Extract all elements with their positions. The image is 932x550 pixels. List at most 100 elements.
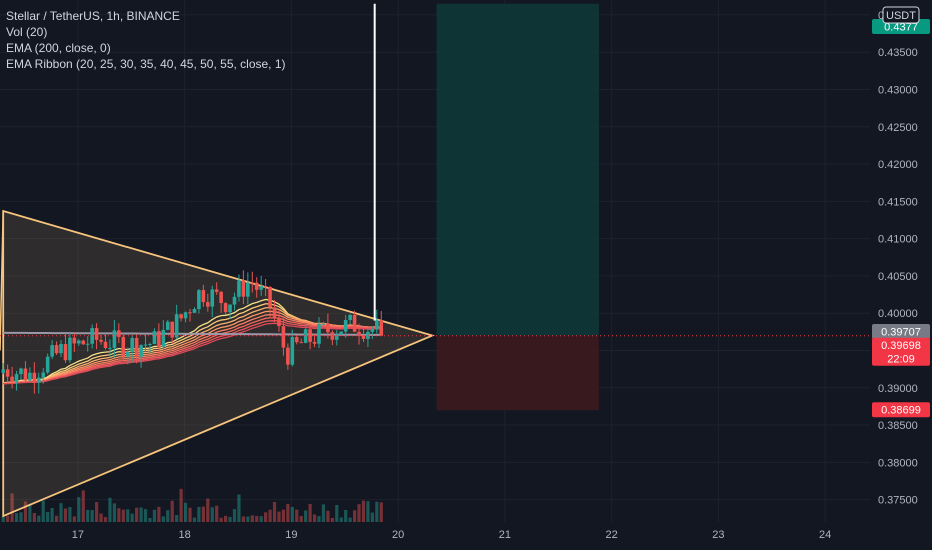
- price-tick-label: 0.37500: [878, 495, 918, 507]
- candle-body: [152, 331, 157, 344]
- candle-body: [312, 341, 317, 344]
- triangle-shape: [2, 209, 436, 518]
- volume-bar: [339, 517, 343, 522]
- volume-bar: [130, 513, 134, 522]
- candle-body: [148, 343, 152, 345]
- legend-volume[interactable]: Vol (20): [6, 25, 48, 39]
- volume-bar: [241, 516, 245, 522]
- volume-bar: [215, 505, 219, 522]
- candle-body: [321, 323, 326, 325]
- candle-body: [1, 369, 6, 373]
- candle-body: [45, 356, 50, 373]
- candle-body: [294, 337, 299, 343]
- target-zone: [436, 3, 599, 336]
- candle-body: [317, 323, 321, 344]
- candle-body: [308, 329, 312, 342]
- price-tick-label: 0.38000: [878, 457, 918, 469]
- triangle-pattern: [0, 209, 436, 518]
- candle-body: [19, 368, 23, 375]
- volume-bar: [259, 516, 263, 522]
- candle-body: [361, 335, 366, 339]
- candle-body: [352, 314, 357, 332]
- candle-body: [54, 345, 59, 354]
- time-tick-label: 20: [392, 529, 404, 541]
- volume-bar: [201, 506, 205, 522]
- candle-body: [286, 347, 290, 365]
- time-tick-label: 19: [285, 529, 297, 541]
- volume-bar: [304, 510, 308, 522]
- volume-bar: [6, 515, 10, 522]
- volume-bar: [183, 502, 188, 522]
- volume-bar: [321, 504, 326, 522]
- price-tick-label: 0.38500: [878, 420, 918, 432]
- volume-bar: [95, 502, 99, 522]
- time-tick-label: 17: [72, 529, 84, 541]
- candle-body: [23, 368, 28, 381]
- volume-bar: [23, 501, 28, 522]
- volume-bar: [348, 517, 352, 522]
- volume-bar: [54, 515, 59, 522]
- stop-price-badge: 0.38699: [881, 405, 921, 417]
- candle-body: [161, 329, 166, 347]
- time-tick-label: 18: [179, 529, 191, 541]
- volume-bar: [77, 497, 81, 522]
- candle-body: [81, 340, 86, 345]
- candle-body: [85, 343, 90, 345]
- candle-body: [379, 320, 384, 336]
- volume-bar: [117, 508, 121, 522]
- volume-bar: [121, 509, 125, 522]
- volume-bar: [19, 512, 23, 522]
- volume-bar: [206, 498, 210, 522]
- candle-body: [299, 342, 304, 344]
- candle-body: [5, 369, 10, 377]
- volume-bar: [108, 497, 112, 522]
- volume-bar: [99, 513, 103, 522]
- candle-body: [228, 304, 232, 313]
- candle-body: [303, 329, 308, 343]
- candle-body: [268, 286, 272, 308]
- triangle-entry-line: [0, 211, 4, 351]
- volume-bar: [228, 516, 232, 522]
- volume-bar: [32, 513, 36, 522]
- volume-bar: [375, 501, 379, 522]
- volume-bar: [157, 506, 161, 522]
- candle-body: [103, 341, 108, 349]
- candle-body: [32, 372, 37, 383]
- legend-ema-ribbon[interactable]: EMA Ribbon (20, 25, 30, 35, 40, 45, 50, …: [6, 57, 286, 71]
- volume-bar: [59, 503, 63, 522]
- volume-bar: [286, 503, 290, 522]
- legend-symbol[interactable]: Stellar / TetherUS, 1h, BINANCE: [6, 9, 180, 23]
- price-tick-label: 0.40000: [878, 308, 918, 320]
- volume-bar: [272, 501, 277, 522]
- candle-body: [139, 345, 143, 357]
- candle-body: [366, 331, 370, 339]
- last-price-badge-time: 22:09: [887, 354, 915, 366]
- volume-bar: [255, 515, 259, 522]
- candle-body: [334, 334, 339, 340]
- volume-bar: [86, 509, 90, 522]
- volume-bar: [170, 500, 174, 522]
- stop-price-badge-bg: [872, 402, 930, 418]
- currency-button[interactable]: USDT: [886, 10, 916, 22]
- volume-bar: [148, 517, 152, 522]
- volume-bar: [68, 507, 72, 522]
- legend-ema200[interactable]: EMA (200, close, 0): [6, 41, 111, 55]
- volume-bar: [152, 509, 157, 522]
- currency-button-bg[interactable]: [882, 6, 920, 24]
- candle-body: [241, 280, 246, 297]
- candle-body: [254, 282, 259, 290]
- candle-body: [188, 312, 192, 314]
- candle-body: [370, 329, 375, 332]
- candle-body: [50, 345, 54, 357]
- volume-bar: [210, 507, 214, 522]
- volume-bar: [366, 501, 370, 522]
- volume-bar: [264, 512, 268, 522]
- candle-body: [277, 317, 281, 327]
- candle-body: [206, 302, 210, 307]
- price-tick-label: 0.39000: [878, 383, 918, 395]
- volume-bar: [37, 515, 41, 522]
- volume-bar: [175, 514, 179, 522]
- candle-body: [63, 344, 68, 361]
